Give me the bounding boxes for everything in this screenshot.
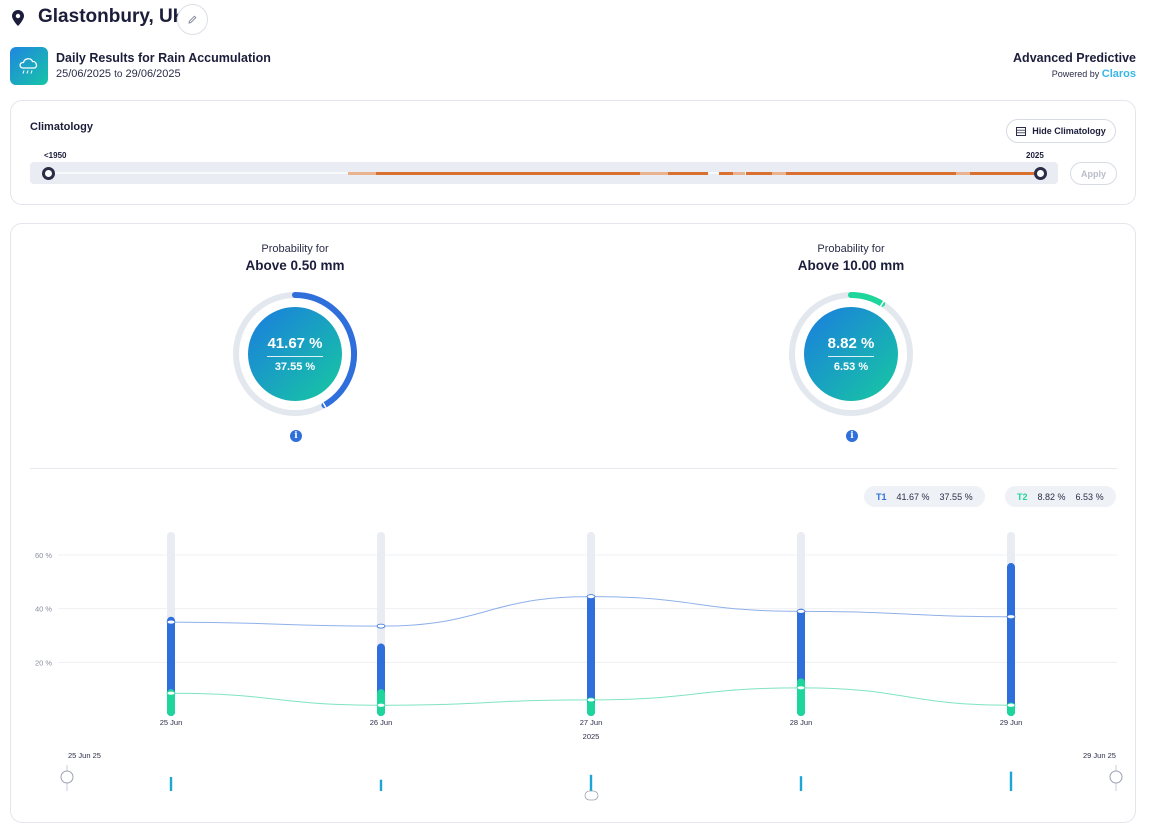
data-coverage-segment <box>772 172 786 175</box>
legend-value: 37.55 % <box>939 491 973 502</box>
navigator-bar <box>1009 771 1013 791</box>
bar-t1[interactable] <box>1007 563 1015 716</box>
gauge-arc <box>292 292 357 409</box>
line-point-t2[interactable] <box>376 702 386 708</box>
y-tick-label: 40 % <box>35 605 52 614</box>
line-point-t1[interactable] <box>796 608 806 614</box>
probability-threshold: Above 10.00 mm <box>797 258 905 273</box>
section-divider <box>30 468 1117 469</box>
edit-location-button[interactable] <box>177 4 208 35</box>
line-point-t1[interactable] <box>376 623 386 629</box>
pencil-icon <box>188 15 197 24</box>
report-title: Daily Results for Rain Accumulation <box>56 51 271 65</box>
navigator-bar <box>589 774 593 791</box>
year-range-start-handle[interactable] <box>42 167 55 180</box>
gauge-center: 41.67 % 37.55 % <box>248 307 342 401</box>
line-point-t2[interactable] <box>166 690 176 696</box>
year-range-end-handle[interactable] <box>1034 167 1047 180</box>
bar-t2[interactable] <box>167 689 175 716</box>
hide-climatology-button[interactable]: Hide Climatology <box>1006 119 1116 143</box>
navigator-scroll-handle[interactable] <box>584 790 599 801</box>
table-icon <box>1016 126 1027 136</box>
data-coverage-segment <box>348 172 376 175</box>
gauge-arc <box>848 292 886 307</box>
year-range-start: <1950 <box>44 151 67 160</box>
navigator-bar <box>799 776 803 791</box>
rain-app-icon <box>10 47 48 85</box>
data-coverage-segment <box>956 172 970 175</box>
bar-t2[interactable] <box>587 699 595 716</box>
climatology-card <box>10 100 1136 205</box>
climatology-label: Climatology <box>30 121 93 133</box>
x-tick-label: 25 Jun <box>160 718 183 727</box>
location-pin-icon <box>12 10 24 26</box>
gauge-secondary-value: 6.53 % <box>833 361 869 373</box>
brand-name: Claros <box>1101 68 1136 80</box>
gauge-marker <box>879 300 885 307</box>
year-range-end: 2025 <box>1026 151 1044 160</box>
y-tick-label: 60 % <box>35 551 52 560</box>
legend-pill-t2[interactable]: T2 8.82 % 6.53 % <box>1005 486 1116 507</box>
x-tick-label: 27 Jun <box>580 718 603 727</box>
report-date-range: 25/06/2025 to 29/06/2025 <box>56 68 181 80</box>
line-point-t2[interactable] <box>586 697 596 703</box>
line-point-t2[interactable] <box>1006 702 1016 708</box>
navigator-start-label: 25 Jun 25 <box>68 751 101 760</box>
navigator-bar <box>379 779 383 791</box>
info-icon[interactable]: i <box>290 430 302 442</box>
date-to: 29/06/2025 <box>125 68 181 80</box>
probability-label: Probability for <box>261 243 329 255</box>
data-coverage-segment <box>733 172 745 175</box>
gauge-center: 8.82 % 6.53 % <box>804 307 898 401</box>
line-point-t2[interactable] <box>796 685 806 691</box>
gauge-marker <box>322 402 327 409</box>
x-tick-label: 26 Jun <box>370 718 393 727</box>
legend-value: 41.67 % <box>896 491 930 502</box>
y-tick-label: 20 % <box>35 658 52 667</box>
info-icon[interactable]: i <box>846 430 858 442</box>
data-coverage-segment <box>746 172 1034 175</box>
probability-label: Probability for <box>817 243 885 255</box>
gauge-primary-value: 41.67 % <box>267 335 323 357</box>
date-from: 25/06/2025 <box>56 68 112 80</box>
line-point-t1[interactable] <box>1006 614 1016 620</box>
x-tick-label: 29 Jun <box>1000 718 1023 727</box>
probability-gauge: 41.67 % 37.55 % <box>231 290 359 418</box>
bar-t1[interactable] <box>587 595 595 716</box>
probability-gauge: 8.82 % 6.53 % <box>787 290 915 418</box>
gauge-secondary-value: 37.55 % <box>274 361 316 373</box>
date-separator: to <box>114 69 123 80</box>
legend-value: 8.82 % <box>1037 491 1066 502</box>
probability-threshold: Above 0.50 mm <box>245 258 345 273</box>
x-group-label: 2025 <box>583 732 600 741</box>
powered-by: Powered by Claros <box>1052 68 1136 80</box>
line-point-t1[interactable] <box>166 619 176 625</box>
navigator-start-handle[interactable] <box>60 770 74 784</box>
legend-tag: T2 <box>1017 491 1028 502</box>
gauge-primary-value: 8.82 % <box>827 335 875 357</box>
legend-value: 6.53 % <box>1075 491 1104 502</box>
brand-title: Advanced Predictive <box>1013 51 1136 65</box>
results-card <box>10 223 1136 823</box>
navigator-end-label: 29 Jun 25 <box>1083 751 1116 760</box>
data-coverage-segment <box>348 172 708 175</box>
navigator-bar <box>169 777 173 791</box>
x-tick-label: 28 Jun <box>790 718 813 727</box>
navigator-end-handle[interactable] <box>1109 770 1123 784</box>
legend-tag: T1 <box>876 491 887 502</box>
location-title: Glastonbury, UK <box>38 6 187 27</box>
line-point-t1[interactable] <box>586 594 596 599</box>
bar-t2[interactable] <box>377 689 385 716</box>
hide-climatology-label: Hide Climatology <box>1032 126 1106 136</box>
data-coverage-segment <box>719 172 733 175</box>
apply-button[interactable]: Apply <box>1070 162 1117 185</box>
legend-pill-t1[interactable]: T1 41.67 % 37.55 % <box>864 486 985 507</box>
powered-by-label: Powered by <box>1051 69 1100 79</box>
data-coverage-segment <box>640 172 668 175</box>
